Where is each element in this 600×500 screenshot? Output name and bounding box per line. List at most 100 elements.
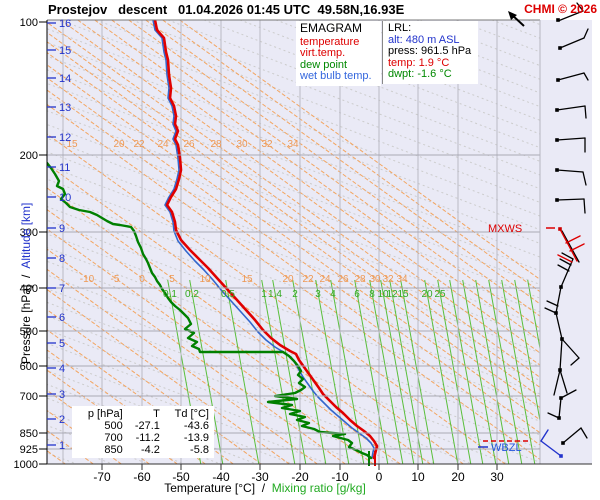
x-axis-title-mixing: Mixing ratio [g/kg] (271, 481, 366, 495)
dry-adiabat-line (47, 31, 540, 389)
temperature-tick-label: -10 (331, 470, 349, 484)
mixing-ratio-label: 15 (397, 289, 409, 300)
wind-barb-dot (559, 396, 563, 400)
lrl-row-dwpt: dwpt: -1.6 °C (388, 68, 452, 80)
mixing-ratio-label: 6 (354, 289, 360, 300)
dry-adiabat-label-upper: 30 (236, 139, 248, 150)
x-axis-title: Temperature [°C] / Mixing ratio [g/kg] (110, 481, 420, 495)
dry-adiabat-label-lower: 5 (169, 274, 175, 285)
mixing-ratio-label: 1 (261, 289, 267, 300)
dry-adiabat-line (47, 228, 374, 464)
pressure-tick-label: 200 (20, 150, 38, 162)
dry-adiabat-label-lower: -10 (80, 274, 95, 285)
dry-adiabat-label-upper: 34 (287, 139, 299, 150)
dry-adiabat-label-lower: 28 (354, 274, 366, 285)
dry-adiabat-line (47, 288, 290, 464)
wind-barb-segment (559, 338, 563, 371)
moist-adiabat-line (47, 274, 540, 463)
temperature-tick-label: 10 (411, 470, 425, 484)
lrl-title: LRL: (388, 22, 412, 34)
dry-adiabat-label-lower: 34 (396, 274, 408, 285)
wind-barb-dot (556, 78, 560, 82)
wind-barb-segment (555, 312, 563, 340)
wind-barb-segment (576, 2, 584, 12)
dry-adiabat-label-lower: 15 (241, 274, 253, 285)
table-cell: -43.6 (183, 420, 209, 432)
moist-adiabat-line (47, 342, 365, 464)
dry-adiabat-label-lower: 20 (282, 274, 294, 285)
temperature-tick-label: 30 (490, 470, 504, 484)
table-row: 500 -27.1 -43.6 (75, 420, 211, 432)
dry-adiabat-label-lower: 24 (319, 274, 331, 285)
max-wind-barb-segment (565, 235, 581, 244)
table-cell: 500 (104, 420, 123, 432)
moist-adiabat-line (47, 260, 540, 450)
dry-adiabat-label-upper: 15 (66, 139, 78, 150)
dry-adiabat-label-lower: 22 (302, 274, 314, 285)
legend-title: EMAGRAM (300, 21, 363, 35)
wind-barb-segment (557, 264, 570, 272)
mixing-ratio-line (527, 279, 540, 352)
dry-adiabat-line (47, 21, 540, 378)
max-wind-barb-segment (559, 228, 578, 262)
wind-barb-segment (556, 137, 586, 141)
wet-bulb-curve (152, 20, 375, 459)
wind-barb-dot (555, 198, 559, 202)
pressure-tick-label: 1000 (14, 459, 38, 471)
dry-adiabat-line (128, 20, 540, 317)
altitude-tick-label: 12 (59, 132, 71, 144)
table-header: T (153, 408, 160, 420)
dry-adiabat-label-lower: 32 (382, 274, 394, 285)
low-level-barb-segment (540, 429, 549, 442)
altitude-tick-label: 16 (59, 18, 71, 30)
legend-item-temperature: temperature (300, 35, 360, 48)
wind-barb-segment (582, 171, 587, 186)
wind-barb-dot (556, 18, 560, 22)
dry-adiabat-label-upper: 24 (157, 139, 169, 150)
mixing-ratio-label: 0.5 (221, 289, 235, 300)
altitude-tick-label: 8 (59, 253, 65, 265)
altitude-tick-label: 5 (59, 338, 65, 350)
mixing-ratio-label: 2 (292, 289, 298, 300)
mixing-ratio-label: 0.2 (185, 289, 199, 300)
lrl-box: LRL: alt: 480 m ASL press: 961.5 hPa tem… (382, 21, 478, 84)
dry-adiabat-line (94, 20, 540, 342)
table-cell: -27.1 (134, 420, 160, 432)
dry-adiabat-line (47, 89, 540, 446)
max-wind-barb-segment (557, 254, 573, 263)
temperature-tick-label: -30 (251, 470, 269, 484)
dry-adiabat-line (47, 268, 318, 464)
dry-adiabat-label-lower: 0 (139, 274, 145, 285)
temperature-tick-label: 20 (451, 470, 465, 484)
altitude-tick-label: 7 (59, 283, 65, 295)
wind-barb-dot (555, 138, 559, 142)
altitude-tick-label: 1 (59, 440, 65, 452)
pressure-tick-label: 925 (20, 444, 38, 456)
legend-items: temperature virt.temp. dew point wet bulb t… (300, 35, 377, 83)
table-row: 700 -11.2 -13.9 (75, 432, 211, 444)
mxws-label: MXWS (488, 223, 522, 235)
altitude-tick-label: 14 (59, 73, 71, 85)
wind-barb-segment (547, 412, 560, 419)
dry-adiabat-line (47, 133, 506, 464)
dry-adiabat-label-upper: 22 (133, 139, 145, 150)
table-cell: 700 (104, 432, 123, 444)
temperature-tick-label: -70 (93, 470, 111, 484)
table-header: Td [°C] (174, 408, 209, 420)
dry-adiabat-line (47, 103, 540, 461)
wind-barb-segment (561, 230, 580, 263)
dry-adiabat-line (47, 248, 346, 464)
moist-adiabat-line (47, 370, 293, 464)
legend-item-wet-bulb-temp-: wet bulb temp. (300, 70, 372, 82)
altitude-tick-label: 9 (59, 223, 65, 235)
table-header: p [hPa] (87, 408, 123, 420)
dry-adiabat-label-lower: 26 (337, 274, 349, 285)
wind-barb-segment (559, 369, 568, 394)
dry-adiabat-line (162, 20, 540, 293)
wind-barb-dot (559, 285, 563, 289)
wind-barb-dot (560, 337, 564, 341)
altitude-tick-label: 11 (59, 162, 70, 174)
y-axis-title: Pressure [hPa] / Altitude [km] (5, 140, 33, 440)
